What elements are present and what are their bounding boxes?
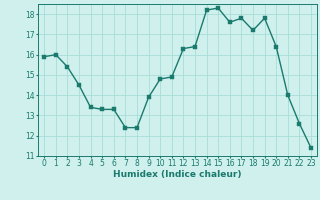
X-axis label: Humidex (Indice chaleur): Humidex (Indice chaleur) (113, 170, 242, 179)
